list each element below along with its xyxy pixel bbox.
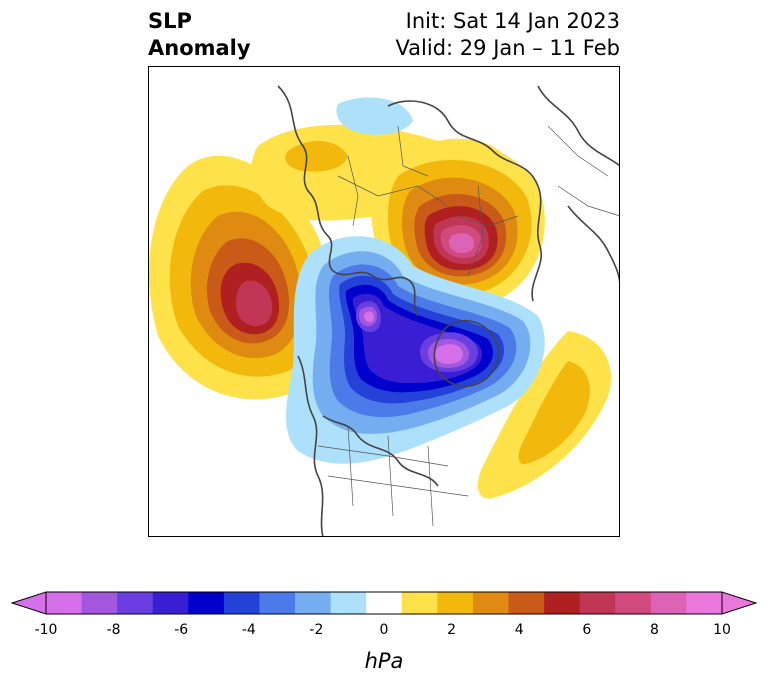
colorbar-ticks: -10 -8 -6 -4 -2 0 2 4 6 8 10 <box>35 622 731 638</box>
colorbar: -10 -8 -6 -4 -2 0 2 4 6 8 10 hPa <box>10 591 758 673</box>
colorbar-tick-label: -4 <box>242 622 256 638</box>
colorbar-swatch <box>117 592 154 614</box>
map-title: SLP Anomaly <box>148 8 251 62</box>
colorbar-swatch <box>437 592 474 614</box>
init-date: Init: Sat 14 Jan 2023 <box>405 9 620 33</box>
colorbar-tick-label: 2 <box>447 622 456 638</box>
colorbar-swatches <box>10 591 758 615</box>
colorbar-tick-label: 6 <box>582 622 591 638</box>
colorbar-swatch <box>366 592 403 614</box>
colorbar-tick-label: 4 <box>515 622 524 638</box>
colorbar-swatch <box>152 592 189 614</box>
colorbar-swatch <box>81 592 118 614</box>
colorbar-tick-label: 10 <box>713 622 731 638</box>
anomaly-greenland-canada-low <box>286 236 545 464</box>
colorbar-tick-label: -8 <box>107 622 121 638</box>
colorbar-swatch <box>330 592 367 614</box>
date-info: Init: Sat 14 Jan 2023 Valid: 29 Jan – 11… <box>395 8 620 62</box>
slp-anomaly-map <box>148 66 620 537</box>
colorbar-swatch <box>46 592 83 614</box>
colorbar-tick-label: -10 <box>35 622 58 638</box>
anomaly-europe-low <box>336 97 413 135</box>
colorbar-swatch <box>615 592 652 614</box>
colorbar-tick-label: 8 <box>650 622 659 638</box>
anomaly-siberian-high <box>371 140 545 308</box>
anomaly-north-pacific-high <box>149 155 334 400</box>
colorbar-swatch <box>508 592 545 614</box>
country-borders <box>317 125 620 527</box>
coastlines <box>277 85 620 537</box>
colorbar-swatch <box>188 592 225 614</box>
colorbar-swatch <box>686 592 723 614</box>
colorbar-swatch <box>650 592 687 614</box>
colorbar-unit-label: hPa <box>365 649 404 673</box>
anomaly-atlantic-high <box>477 331 612 499</box>
colorbar-outline <box>45 591 723 615</box>
colorbar-swatch <box>401 592 438 614</box>
colorbar-tick-label: 0 <box>380 622 389 638</box>
colorbar-extend-max <box>721 591 758 615</box>
colorbar-swatch <box>544 592 581 614</box>
map-frame <box>148 66 620 537</box>
colorbar-tick-label: -6 <box>174 622 188 638</box>
valid-range: Valid: 29 Jan – 11 Feb <box>395 36 620 60</box>
colorbar-tick-label: -2 <box>309 622 323 638</box>
colorbar-swatch <box>579 592 616 614</box>
title-line-2: Anomaly <box>148 36 251 60</box>
colorbar-swatch <box>223 592 260 614</box>
colorbar-swatch <box>472 592 510 614</box>
colorbar-swatch <box>295 592 332 614</box>
colorbar-swatch <box>259 592 296 614</box>
title-line-1: SLP <box>148 9 192 33</box>
colorbar-extend-min <box>10 591 47 615</box>
